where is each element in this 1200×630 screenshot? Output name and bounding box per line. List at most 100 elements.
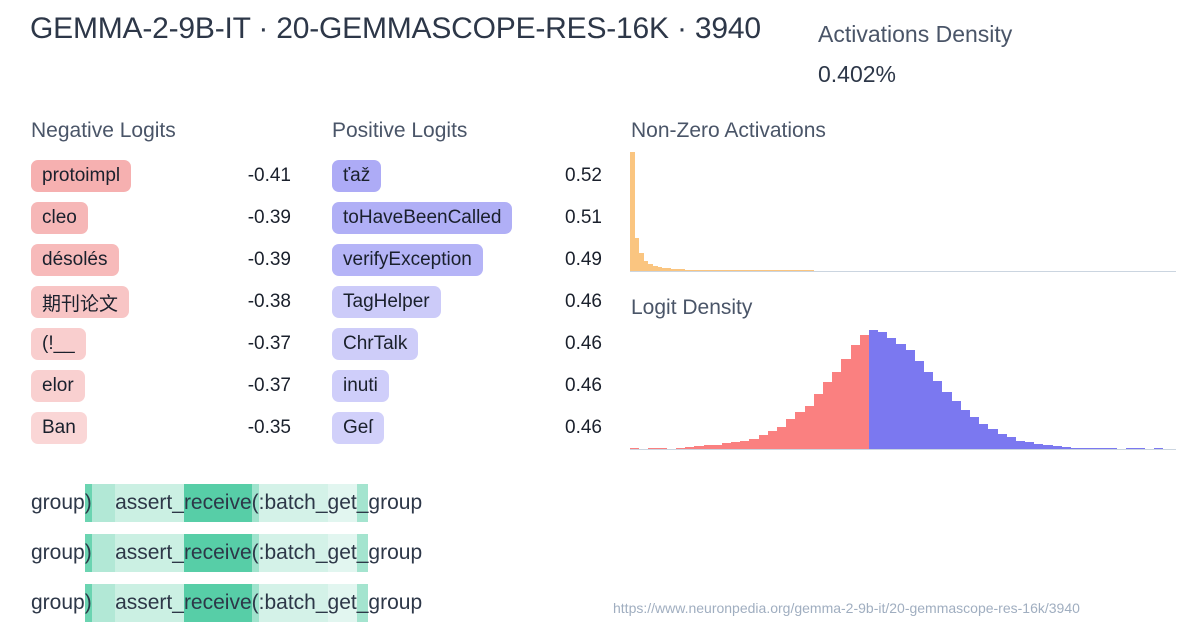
example-token[interactable]: group <box>368 591 423 614</box>
logit-row[interactable]: TagHelper 0.46 <box>332 281 602 323</box>
chart-bar <box>914 360 924 449</box>
negative-logit-value: -0.37 <box>247 375 291 396</box>
positive-logits-list: ťaž 0.52 toHaveBeenCalled 0.51 verifyExcepti… <box>332 155 602 449</box>
example-token[interactable]: assert_ <box>115 534 184 572</box>
negative-logit-token[interactable]: désolés <box>31 244 119 276</box>
chart-bar <box>924 371 934 449</box>
chart-bar <box>675 269 681 271</box>
example-token[interactable]: assert_ <box>115 584 184 622</box>
logit-row[interactable]: 期刊论文 -0.38 <box>31 281 311 323</box>
chart-bar <box>758 270 764 271</box>
negative-logits-list: protoimpl -0.41 cleo -0.39 désolés -0.39 期刊论文 -… <box>31 155 311 449</box>
chart-bar <box>772 270 777 271</box>
example-token[interactable]: :batch_ <box>258 534 328 572</box>
chart-bar <box>887 338 897 449</box>
example-token[interactable]: group <box>31 541 85 564</box>
negative-logit-token[interactable]: (!__ <box>31 328 86 360</box>
positive-logit-value: 0.46 <box>565 333 602 354</box>
chart-bar <box>703 270 709 271</box>
example-token[interactable]: receive <box>183 584 252 622</box>
example-token[interactable]: group <box>31 591 85 614</box>
example-token[interactable]: get <box>327 484 357 522</box>
chart-bar <box>795 270 800 271</box>
positive-logit-token[interactable]: ChrTalk <box>332 328 419 360</box>
chart-bar <box>689 269 695 271</box>
example-token[interactable]: :batch_ <box>258 484 328 522</box>
example-row[interactable]: group) assert_ receive(:batch_ get _ group <box>31 478 591 528</box>
example-token[interactable]: group <box>368 491 423 514</box>
example-token[interactable] <box>91 534 116 572</box>
chart-bar <box>731 441 741 449</box>
negative-logit-token[interactable]: Ban <box>31 412 87 444</box>
logit-row[interactable]: elor -0.37 <box>31 365 311 407</box>
logit-row[interactable]: désolés -0.39 <box>31 239 311 281</box>
chart-bar <box>708 270 713 271</box>
logit-row[interactable]: ChrTalk 0.46 <box>332 323 602 365</box>
chart-bar <box>1015 440 1026 449</box>
logit-row[interactable]: inuti 0.46 <box>332 365 602 407</box>
logit-row[interactable]: Ban -0.35 <box>31 407 311 449</box>
example-token[interactable]: ( <box>251 484 259 522</box>
negative-logit-token[interactable]: 期刊论文 <box>31 286 130 318</box>
chart-bar <box>666 268 672 271</box>
logit-row[interactable]: cleo -0.39 <box>31 197 311 239</box>
example-token[interactable] <box>91 484 116 522</box>
chart-bar <box>731 270 736 271</box>
chart-bar <box>786 419 796 449</box>
positive-logit-token[interactable]: toHaveBeenCalled <box>332 202 513 234</box>
example-token[interactable]: group <box>368 541 423 564</box>
example-token[interactable]: ( <box>251 584 259 622</box>
negative-logit-value: -0.39 <box>247 249 291 270</box>
positive-logit-value: 0.46 <box>565 375 602 396</box>
chart-bar <box>1126 448 1136 449</box>
chart-bar <box>648 264 653 271</box>
example-token[interactable]: _ <box>356 534 369 572</box>
logit-row[interactable]: (!__ -0.37 <box>31 323 311 365</box>
example-token[interactable]: get <box>327 534 357 572</box>
negative-logit-token[interactable]: elor <box>31 370 85 402</box>
example-token[interactable]: _ <box>356 484 369 522</box>
example-row[interactable]: group) assert_ receive(:batch_ get _ group <box>31 578 591 628</box>
example-row[interactable]: group) assert_ receive(:batch_ get _ group <box>31 528 591 578</box>
logit-row[interactable]: toHaveBeenCalled 0.51 <box>332 197 602 239</box>
logit-row[interactable]: Geſ 0.46 <box>332 407 602 449</box>
example-token[interactable]: receive <box>183 534 252 572</box>
chart-bar <box>942 391 952 449</box>
example-token[interactable]: receive <box>183 484 252 522</box>
activations-density-block: Activations Density 0.402% <box>818 14 1198 94</box>
chart-bar <box>1034 444 1044 449</box>
example-token[interactable]: _ <box>356 584 369 622</box>
example-token[interactable] <box>91 584 116 622</box>
positive-logit-token[interactable]: TagHelper <box>332 286 441 318</box>
chart-bar <box>868 330 879 449</box>
logit-row[interactable]: verifyException 0.49 <box>332 239 602 281</box>
chart-bar <box>749 270 755 271</box>
positive-logit-token[interactable]: inuti <box>332 370 389 402</box>
chart-bar <box>1006 437 1016 449</box>
positive-logit-token[interactable]: ťaž <box>332 160 382 192</box>
example-token[interactable]: ) <box>84 584 92 622</box>
chart-bar <box>1089 448 1099 449</box>
negative-logit-token[interactable]: protoimpl <box>31 160 132 192</box>
positive-logit-token[interactable]: verifyException <box>332 244 483 276</box>
example-token[interactable]: get <box>327 584 357 622</box>
chart-bar <box>790 270 796 271</box>
logit-bars <box>630 330 1176 449</box>
example-token[interactable]: :batch_ <box>258 584 328 622</box>
logit-row[interactable]: protoimpl -0.41 <box>31 155 311 197</box>
example-token[interactable]: ) <box>84 484 92 522</box>
chart-bar <box>657 448 667 449</box>
example-token[interactable]: group <box>31 491 85 514</box>
example-token[interactable]: ( <box>251 534 259 572</box>
logit-row[interactable]: ťaž 0.52 <box>332 155 602 197</box>
positive-logit-token[interactable]: Geſ <box>332 412 384 444</box>
example-token[interactable]: ) <box>84 534 92 572</box>
activations-density-label: Activations Density <box>818 21 1013 47</box>
logit-axis-line <box>630 449 1176 450</box>
chart-bar <box>643 260 649 271</box>
negative-logit-token[interactable]: cleo <box>31 202 88 234</box>
chart-bar <box>749 438 759 449</box>
example-token[interactable]: assert_ <box>115 484 184 522</box>
chart-bar <box>1052 446 1062 449</box>
chart-bar <box>740 440 750 449</box>
